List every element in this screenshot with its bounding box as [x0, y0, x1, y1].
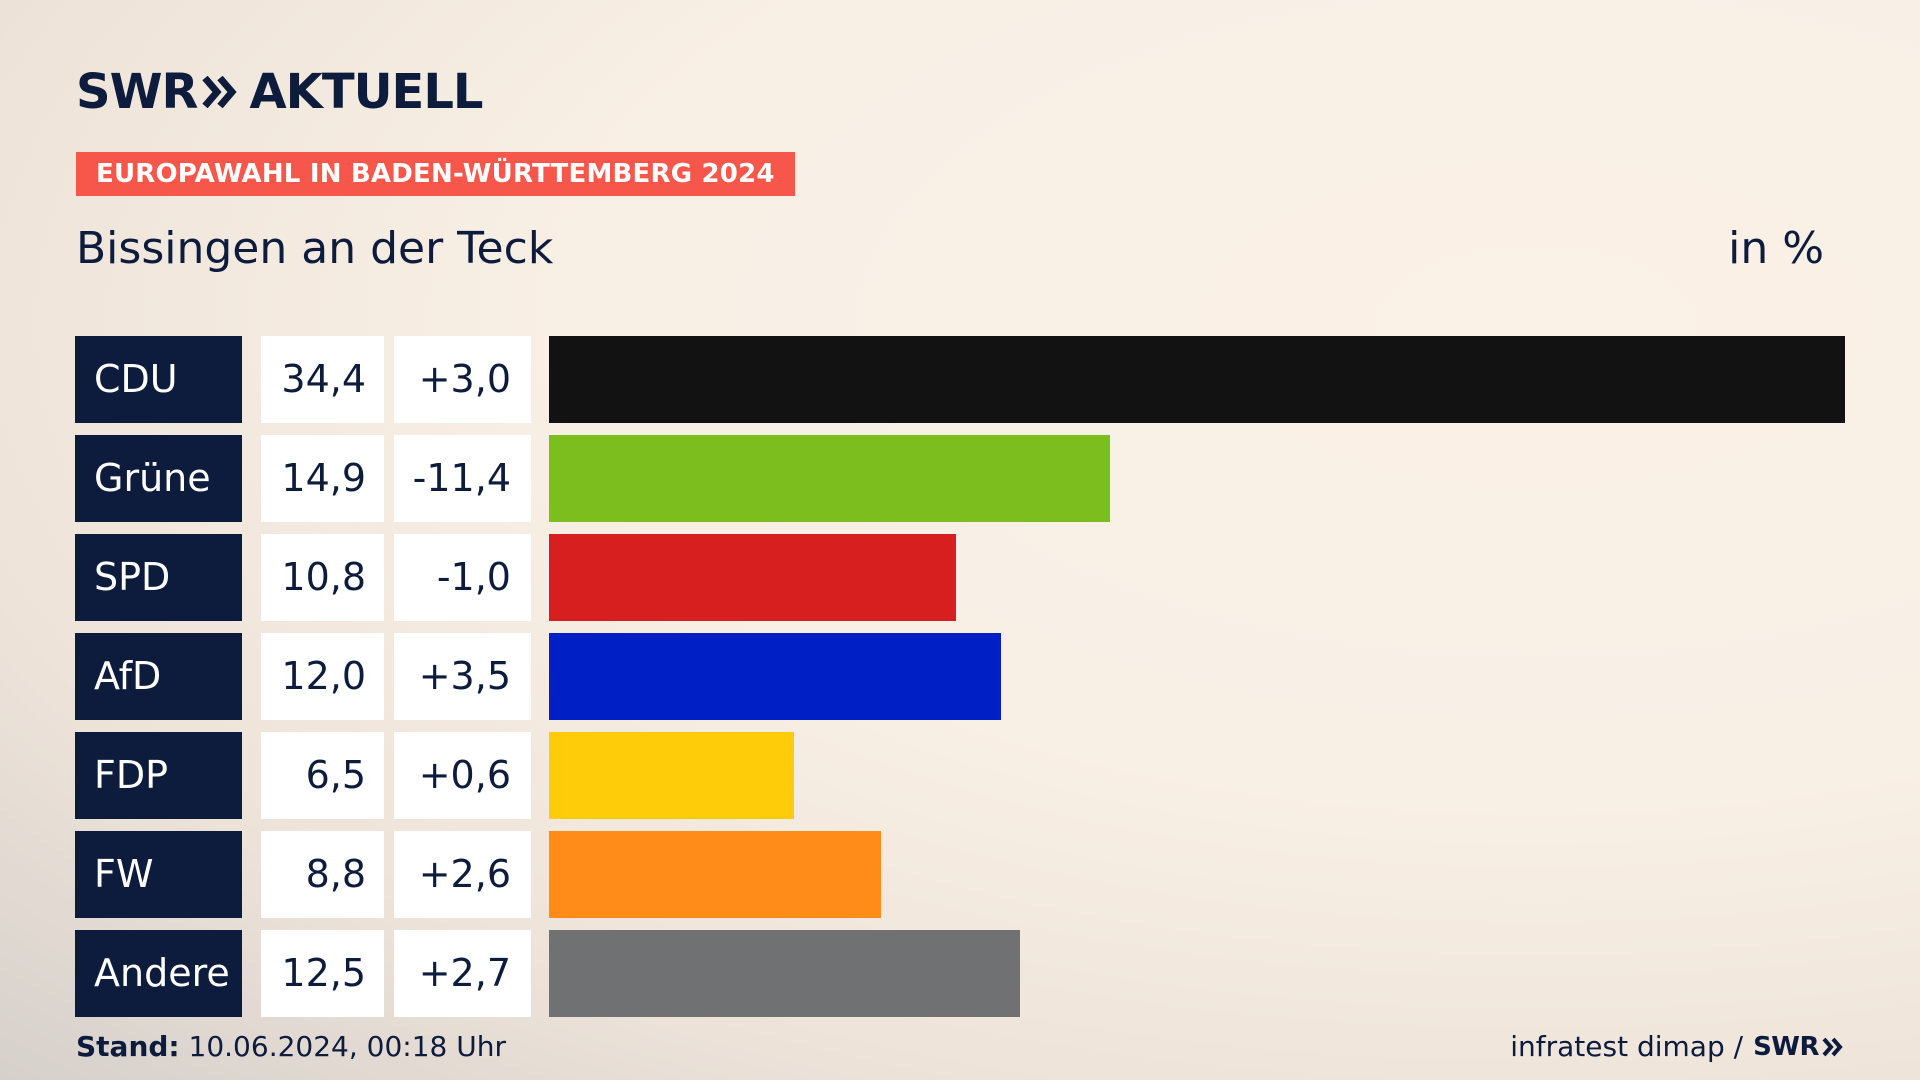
change-label: -11,4 — [394, 435, 531, 522]
source-text: infratest dimap / — [1510, 1030, 1744, 1063]
swr-aktuell-logo: SWR AKTUELL — [76, 64, 484, 120]
change-label: +0,6 — [394, 732, 531, 819]
vote-share-label: 8,8 — [261, 831, 384, 918]
bar-cdu — [549, 336, 1845, 423]
logo-aktuell-text: AKTUELL — [249, 64, 483, 120]
bar-track — [549, 534, 1845, 621]
party-label: FW — [75, 831, 242, 918]
change-label: -1,0 — [394, 534, 531, 621]
source-credit: infratest dimap / SWR — [1510, 1030, 1844, 1064]
bar-track — [549, 930, 1845, 1017]
bar-track — [549, 435, 1845, 522]
result-row: FDP 6,5 +0,6 — [75, 732, 1845, 819]
unit-label: in % — [1728, 223, 1824, 274]
party-label: AfD — [75, 633, 242, 720]
stand-value: 10.06.2024, 00:18 Uhr — [188, 1030, 506, 1063]
vote-share-label: 12,5 — [261, 930, 384, 1017]
double-chevron-icon — [202, 75, 238, 109]
footer-swr-logo: SWR — [1753, 1032, 1819, 1062]
result-row: Andere 12,5 +2,7 — [75, 930, 1845, 1017]
vote-share-label: 12,0 — [261, 633, 384, 720]
bar-track — [549, 831, 1845, 918]
party-label: CDU — [75, 336, 242, 423]
election-tag: EUROPAWAHL IN BADEN-WÜRTTEMBERG 2024 — [76, 152, 795, 196]
result-row: FW 8,8 +2,6 — [75, 831, 1845, 918]
logo-swr-text: SWR — [76, 64, 198, 120]
party-label: SPD — [75, 534, 242, 621]
bar-fdp — [549, 732, 794, 819]
vote-share-label: 14,9 — [261, 435, 384, 522]
stand-label: Stand: — [76, 1030, 180, 1063]
bar-track — [549, 336, 1845, 423]
change-label: +3,5 — [394, 633, 531, 720]
bar-fw — [549, 831, 881, 918]
footer-double-chevron-icon — [1822, 1037, 1843, 1057]
bar-afd — [549, 633, 1001, 720]
change-label: +2,6 — [394, 831, 531, 918]
vote-share-label: 34,4 — [261, 336, 384, 423]
result-row: CDU 34,4 +3,0 — [75, 336, 1845, 423]
bar-track — [549, 633, 1845, 720]
bar-track — [549, 732, 1845, 819]
party-label: Andere — [75, 930, 242, 1017]
result-row: Grüne 14,9 -11,4 — [75, 435, 1845, 522]
bar-spd — [549, 534, 956, 621]
results-chart: CDU 34,4 +3,0 Grüne 14,9 -11,4 SPD 10,8 -1,0 AfD 1… — [75, 336, 1845, 1029]
timestamp: Stand: 10.06.2024, 00:18 Uhr — [76, 1030, 506, 1064]
bar-andere — [549, 930, 1020, 1017]
party-label: Grüne — [75, 435, 242, 522]
place-title: Bissingen an der Teck — [76, 223, 554, 274]
party-label: FDP — [75, 732, 242, 819]
bar-gr-ne — [549, 435, 1110, 522]
vote-share-label: 6,5 — [261, 732, 384, 819]
vote-share-label: 10,8 — [261, 534, 384, 621]
result-row: AfD 12,0 +3,5 — [75, 633, 1845, 720]
change-label: +3,0 — [394, 336, 531, 423]
change-label: +2,7 — [394, 930, 531, 1017]
result-row: SPD 10,8 -1,0 — [75, 534, 1845, 621]
